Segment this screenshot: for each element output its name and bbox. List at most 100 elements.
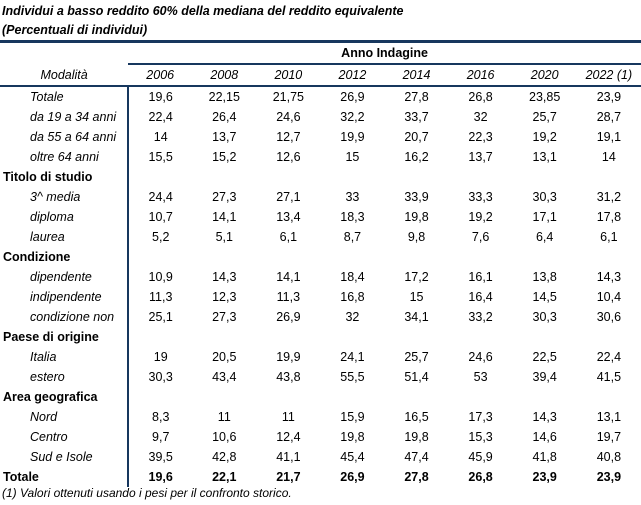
value-cell: 26,4 [212, 110, 237, 124]
table-row: Nord 8,3 11 11 15,9 16,5 17,3 14,3 13,1 [0, 407, 641, 427]
value-cell: 19,6 [148, 90, 173, 104]
value-cell: 24,4 [148, 190, 173, 204]
value-cell: 19,2 [468, 210, 493, 224]
value-cell [320, 167, 384, 187]
value-cell [449, 167, 513, 187]
value-cell [192, 387, 256, 407]
row-label: da 55 a 64 anni [0, 127, 130, 147]
value-cell: 45,4 [340, 450, 365, 464]
row-label: Sud e Isole [0, 447, 130, 467]
value-cell: 51,4 [404, 370, 429, 384]
value-cell: 13,1 [532, 150, 557, 164]
value-cell: 26,8 [468, 470, 493, 484]
value-cell: 10,6 [212, 430, 237, 444]
value-cell [513, 387, 577, 407]
value-cell [256, 387, 320, 407]
value-cell: 22,5 [532, 350, 557, 364]
value-cell: 5,2 [152, 230, 170, 244]
value-cell: 40,8 [596, 450, 622, 464]
value-cell [128, 167, 192, 187]
row-label: estero [0, 367, 130, 387]
value-cell [128, 327, 192, 347]
value-cell [384, 327, 448, 347]
value-cell: 33 [345, 190, 360, 204]
value-cell: 22,1 [212, 470, 237, 484]
header-row: Modalità 2006 2008 2010 2012 2014 2016 2020 202… [0, 64, 641, 87]
value-cell [256, 327, 320, 347]
value-cell [577, 247, 641, 267]
table-row: Italia 19 20,5 19,9 24,1 25,7 24,6 22,5 22,4 [0, 347, 641, 367]
value-cell: 27,3 [212, 190, 237, 204]
value-cell [192, 327, 256, 347]
table-row: da 19 a 34 anni 22,4 26,4 24,6 32,2 33,7 32 25,… [0, 107, 641, 127]
value-cell: 32 [345, 310, 360, 324]
value-cell: 5,1 [215, 230, 233, 244]
table-row: dipendente 10,9 14,3 14,1 18,4 17,2 16,1 13,8 14… [0, 267, 641, 287]
table-row: laurea 5,2 5,1 6,1 8,7 9,8 7,6 6,4 6,1 [0, 227, 641, 247]
value-cell [320, 387, 384, 407]
value-cell: 27,1 [276, 190, 301, 204]
value-cell: 33,3 [468, 190, 493, 204]
table-row: estero 30,3 43,4 43,8 55,5 51,4 53 39,4 41,5 [0, 367, 641, 387]
value-cell: 16,1 [468, 270, 493, 284]
value-cell: 11,3 [149, 290, 173, 304]
row-label: 3^ media [0, 187, 130, 207]
value-cell: 12,3 [212, 290, 237, 304]
value-cell: 10,9 [148, 270, 173, 284]
value-cell: 55,5 [340, 370, 365, 384]
row-label: oltre 64 anni [0, 147, 130, 167]
empty-cell [0, 40, 129, 64]
value-cell: 11 [281, 410, 295, 424]
value-cell: 14,3 [596, 270, 622, 284]
value-cell: 16,5 [404, 410, 429, 424]
row-label: Titolo di studio [0, 167, 130, 187]
value-cell: 41,8 [532, 450, 557, 464]
row-label: Paese di origine [0, 327, 130, 347]
value-cell: 22,15 [208, 90, 240, 104]
year-header: 2010 [256, 64, 321, 87]
value-cell: 45,9 [468, 450, 493, 464]
value-cell: 32 [473, 110, 488, 124]
value-cell: 19,8 [404, 210, 429, 224]
data-table: Anno Indagine Modalità 2006 2008 2010 2012 2… [0, 40, 641, 487]
value-cell [384, 247, 448, 267]
value-cell [513, 327, 577, 347]
value-cell [192, 167, 256, 187]
table-row: Sud e Isole 39,5 42,8 41,1 45,4 47,4 45,9 41,8 4… [0, 447, 641, 467]
row-label: indipendente [0, 287, 130, 307]
value-cell: 42,8 [212, 450, 237, 464]
value-cell: 20,5 [212, 350, 237, 364]
value-cell: 6,4 [535, 230, 554, 244]
value-cell [256, 167, 320, 187]
table-row: 3^ media 24,4 27,3 27,1 33 33,9 33,3 30,3 31,2 [0, 187, 641, 207]
value-cell: 17,3 [468, 410, 493, 424]
value-cell: 43,4 [212, 370, 237, 384]
value-cell: 16,2 [404, 150, 429, 164]
value-cell: 14 [601, 150, 616, 164]
group-header-row: Paese di origine [0, 327, 641, 347]
value-cell: 14,1 [212, 210, 237, 224]
value-cell: 15 [345, 150, 360, 164]
value-cell: 19,8 [404, 430, 429, 444]
row-label: Condizione [0, 247, 130, 267]
value-cell: 14,6 [532, 430, 557, 444]
column-group-row: Anno Indagine [0, 40, 641, 65]
value-cell: 22,4 [148, 110, 173, 124]
value-cell: 33,9 [404, 190, 429, 204]
value-cell: 19,9 [340, 130, 365, 144]
value-cell [128, 387, 192, 407]
value-cell: 10,4 [596, 290, 622, 304]
value-cell [513, 167, 577, 187]
value-cell: 18,4 [340, 270, 365, 284]
value-cell: 25,1 [148, 310, 173, 324]
value-cell: 15,3 [468, 430, 493, 444]
value-cell: 16,8 [340, 290, 365, 304]
value-cell: 26,8 [468, 90, 493, 104]
value-cell: 22,4 [596, 350, 622, 364]
value-cell: 9,8 [407, 230, 426, 244]
value-cell: 10,7 [148, 210, 173, 224]
value-cell: 33,2 [468, 310, 493, 324]
value-cell [128, 247, 192, 267]
value-cell: 15,9 [340, 410, 365, 424]
year-header: 2022 (1) [576, 64, 641, 87]
